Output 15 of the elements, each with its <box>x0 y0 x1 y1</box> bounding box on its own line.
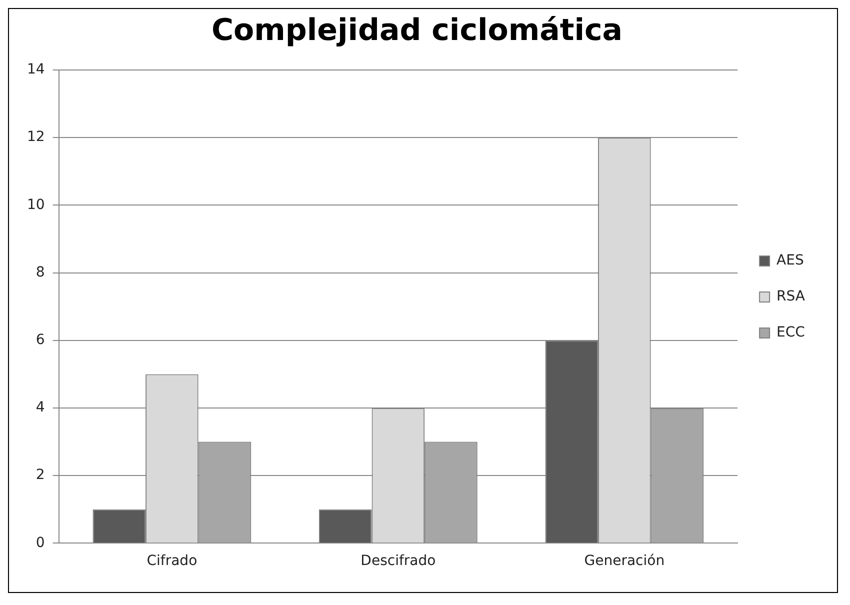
y-tick-label: 0 <box>36 534 45 551</box>
chart-title: Complejidad ciclomática <box>211 12 623 48</box>
x-tick-label: Generación <box>584 553 665 570</box>
y-tick-label: 4 <box>36 400 45 416</box>
y-tick-label: 10 <box>26 196 45 213</box>
y-tick-label: 2 <box>36 467 45 484</box>
y-tick-label: 14 <box>26 62 45 78</box>
y-tick-label: 6 <box>36 332 45 348</box>
legend-label: ECC <box>776 324 806 341</box>
x-tick-label: Descifrado <box>360 553 436 570</box>
legend-label: RSA <box>776 288 806 305</box>
legend-label: AES <box>776 252 804 269</box>
x-tick-label: Cifrado <box>146 553 198 570</box>
y-tick-label: 12 <box>26 129 45 146</box>
y-tick-label: 8 <box>36 264 45 280</box>
